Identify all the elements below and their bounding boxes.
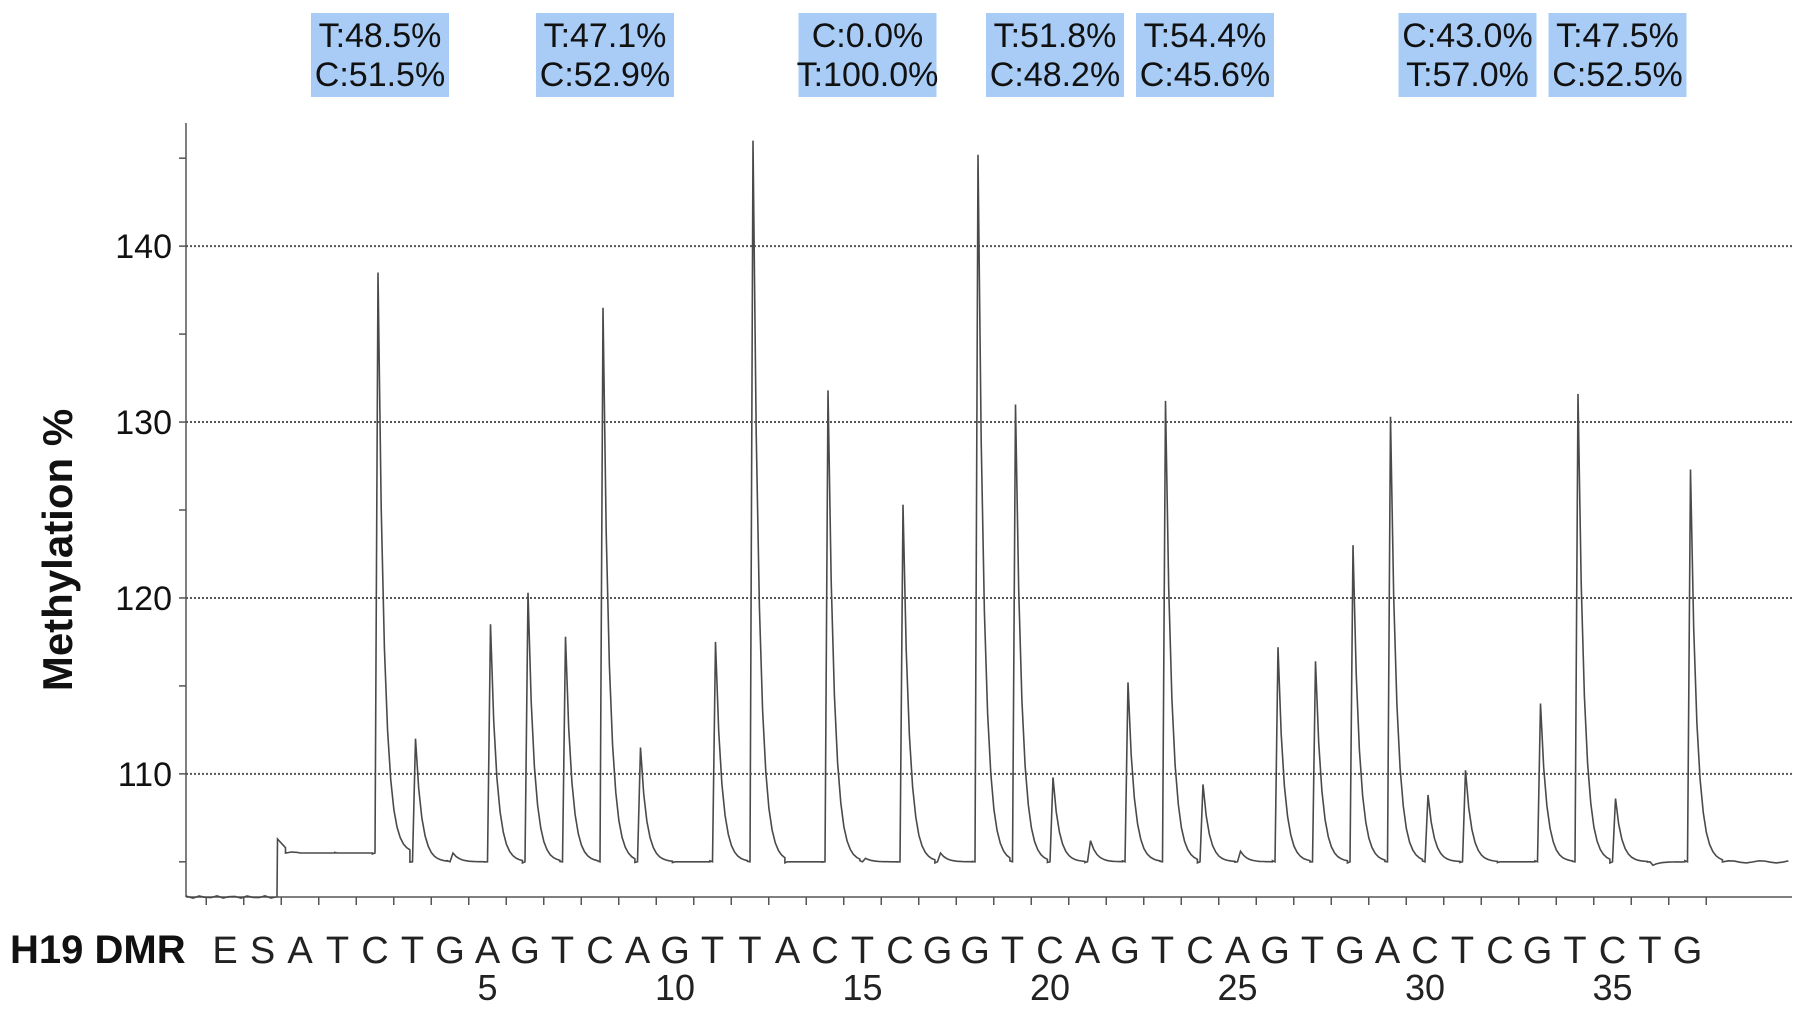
annotation-text: C:43.0% xyxy=(1402,17,1532,55)
position-label: 35 xyxy=(1592,967,1632,1008)
dispensation-letter: T xyxy=(1563,930,1586,972)
dispensation-letter: G xyxy=(1260,930,1290,972)
annotation-box xyxy=(1136,13,1274,97)
dispensation-letter: E xyxy=(212,930,237,972)
dispensation-letter: C xyxy=(586,930,613,972)
percent-annotations: T:48.5%C:51.5% T:47.1%C:52.9% C:0.0%T:100.… xyxy=(311,13,1687,97)
axes xyxy=(179,123,1792,905)
dispensation-letter: G xyxy=(435,930,465,972)
dispensation-letter: G xyxy=(660,930,690,972)
dispensation-letter: C xyxy=(1411,930,1438,972)
dispensation-letter: T xyxy=(1638,930,1661,972)
percent-annotation: C:0.0%T:100.0% xyxy=(797,13,939,97)
dispensation-letter: A xyxy=(1075,930,1101,972)
position-label: 15 xyxy=(842,967,882,1008)
annotation-text: T:57.0% xyxy=(1406,56,1529,94)
dispensation-letter: G xyxy=(1110,930,1140,972)
y-tick-label: 130 xyxy=(115,404,172,442)
dispensation-letter: T xyxy=(551,930,574,972)
dispensation-letter: G xyxy=(960,930,990,972)
annotation-text: C:52.5% xyxy=(1552,56,1682,94)
annotation-text: T:51.8% xyxy=(994,17,1117,55)
position-label: 30 xyxy=(1405,967,1445,1008)
grid-lines xyxy=(186,245,1792,775)
dispensation-letter: T xyxy=(738,930,761,972)
row-title: H19 DMR xyxy=(10,928,186,972)
annotation-text: C:52.9% xyxy=(540,56,670,94)
dispensation-letter: T xyxy=(326,930,349,972)
annotation-text: C:48.2% xyxy=(990,56,1120,94)
dispensation-letter: A xyxy=(1225,930,1251,972)
dispensation-letter: C xyxy=(1186,930,1213,972)
position-label: 25 xyxy=(1217,967,1257,1008)
annotation-text: T:100.0% xyxy=(797,56,939,94)
dispensation-letter: G xyxy=(1335,930,1365,972)
dispensation-letter: C xyxy=(1036,930,1063,972)
annotation-text: C:51.5% xyxy=(315,56,445,94)
percent-annotation: T:47.5%C:52.5% xyxy=(1548,13,1687,97)
dispensation-letter: A xyxy=(287,930,313,972)
annotation-text: T:47.5% xyxy=(1556,17,1679,55)
y-tick-label: 120 xyxy=(115,580,172,618)
dispensation-letter: A xyxy=(1375,930,1401,972)
dispensation-letter: G xyxy=(1523,930,1553,972)
position-label: 20 xyxy=(1030,967,1070,1008)
percent-annotation: T:47.1%C:52.9% xyxy=(536,13,674,97)
dispensation-letter: G xyxy=(510,930,540,972)
dispensation-letter: C xyxy=(1599,930,1626,972)
dispensation-letter: T xyxy=(1451,930,1474,972)
annotation-box xyxy=(536,13,674,97)
dispensation-letter: C xyxy=(1486,930,1513,972)
annotation-box xyxy=(1548,13,1687,97)
y-axis-label: Methylation % xyxy=(34,409,81,691)
annotation-text: C:45.6% xyxy=(1140,56,1270,94)
annotation-box xyxy=(798,13,937,97)
pyrogram-trace xyxy=(186,140,1789,900)
percent-annotation: T:48.5%C:51.5% xyxy=(311,13,449,97)
position-label: 5 xyxy=(477,967,497,1008)
percent-annotation: T:54.4%C:45.6% xyxy=(1136,13,1274,97)
position-label: 10 xyxy=(655,967,695,1008)
y-tick-labels: 110 120 130 140 xyxy=(115,228,172,794)
dispensation-letter: T xyxy=(1151,930,1174,972)
dispensation-letter: C xyxy=(811,930,838,972)
y-tick-label: 110 xyxy=(118,756,172,794)
dispensation-letter: T xyxy=(1301,930,1324,972)
annotation-box xyxy=(311,13,449,97)
dispensation-letter: G xyxy=(923,930,953,972)
dispensation-letter: A xyxy=(475,930,501,972)
dispensation-letter: C xyxy=(361,930,388,972)
dispensation-letter: A xyxy=(775,930,801,972)
dispensation-letter: T xyxy=(1001,930,1024,972)
position-labels: 5 10 15 20 25 30 35 xyxy=(477,967,1632,1008)
dispensation-letter: S xyxy=(250,930,275,972)
percent-annotation: C:43.0%T:57.0% xyxy=(1398,13,1537,97)
dispensation-letter: A xyxy=(625,930,651,972)
percent-annotation: T:51.8%C:48.2% xyxy=(986,13,1124,97)
dispensation-letter: T xyxy=(851,930,874,972)
dispensation-letter: T xyxy=(701,930,724,972)
dispensation-letter: C xyxy=(886,930,913,972)
annotation-text: T:54.4% xyxy=(1144,17,1267,55)
y-tick-label: 140 xyxy=(115,228,172,266)
annotation-text: C:0.0% xyxy=(812,17,924,55)
annotation-box xyxy=(1398,13,1537,97)
annotation-text: T:47.1% xyxy=(544,17,667,55)
dispensation-letter: T xyxy=(401,930,424,972)
annotation-box xyxy=(986,13,1124,97)
dispensation-letter: G xyxy=(1673,930,1703,972)
annotation-text: T:48.5% xyxy=(319,17,442,55)
